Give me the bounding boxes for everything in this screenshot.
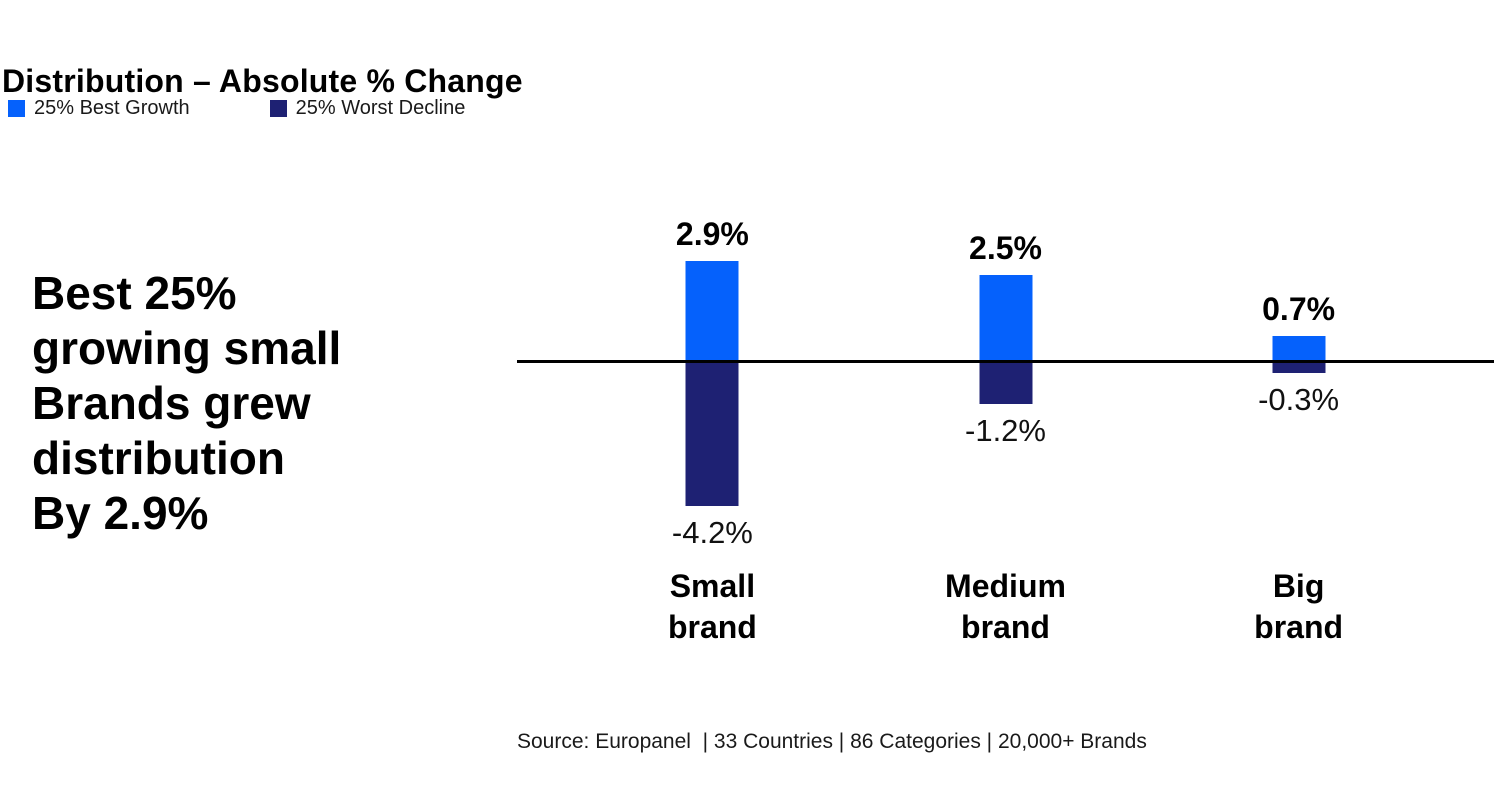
bar-chart: 2.9% -4.2% Small brand 2.5% -1.2% Medium bran… [517, 0, 1494, 800]
source-note: Source: Europanel | 33 Countries | 86 Ca… [517, 730, 1147, 753]
chart-legend: 25% Best Growth 25% Worst Decline [8, 97, 465, 120]
page-title: Distribution – Absolute % Change [2, 63, 523, 100]
legend-label-best-growth: 25% Best Growth [34, 97, 190, 119]
legend-item-best-growth: 25% Best Growth [8, 97, 190, 120]
legend-label-worst-decline: 25% Worst Decline [295, 97, 466, 119]
value-label-positive-medium-brand: 2.5% [969, 230, 1042, 266]
bar-negative-big-brand [1272, 363, 1326, 374]
bar-negative-medium-brand [979, 363, 1032, 404]
legend-swatch-best-growth-icon [8, 100, 25, 117]
value-label-negative-medium-brand: -1.2% [965, 412, 1046, 448]
bar-positive-big-brand [1272, 336, 1326, 360]
value-label-positive-small-brand: 2.9% [675, 216, 749, 253]
value-label-negative-big-brand: -0.3% [1258, 382, 1340, 418]
bar-group-small-brand: 2.9% -4.2% Small brand [632, 0, 792, 800]
category-label-small-brand: Small brand [667, 568, 757, 645]
bar-negative-small-brand [685, 363, 739, 506]
axis-baseline [517, 360, 1494, 363]
bar-group-medium-brand: 2.5% -1.2% Medium brand [926, 0, 1086, 800]
bar-positive-small-brand [685, 261, 739, 360]
key-message: Best 25% growing small Brands grew distr… [32, 267, 342, 539]
bar-positive-medium-brand [979, 275, 1032, 360]
bar-group-big-brand: 0.7% -0.3% Big brand [1219, 0, 1379, 800]
legend-item-worst-decline: 25% Worst Decline [269, 97, 466, 120]
category-label-big-brand: Big brand [1254, 568, 1344, 645]
legend-swatch-worst-decline-icon [269, 100, 287, 117]
value-label-positive-big-brand: 0.7% [1262, 291, 1336, 328]
category-label-medium-brand: Medium brand [945, 568, 1066, 645]
value-label-negative-small-brand: -4.2% [671, 514, 753, 550]
